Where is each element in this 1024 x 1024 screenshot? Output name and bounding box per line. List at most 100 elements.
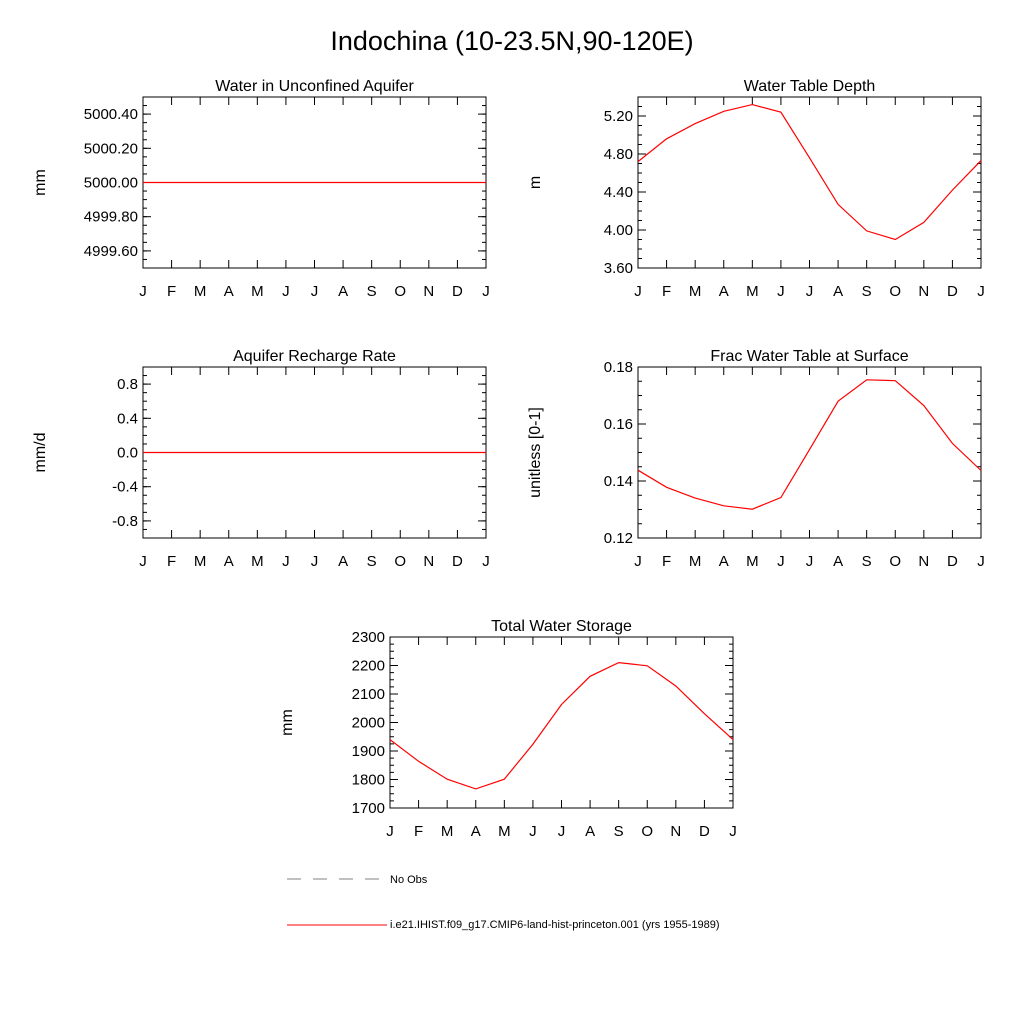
panel-title: Water Table Depth — [744, 78, 876, 95]
x-tick-label: S — [614, 823, 624, 840]
plot-frame — [637, 96, 982, 269]
y-axis-label: unitless [0-1] — [527, 407, 544, 498]
y-tick-label: 4.40 — [604, 184, 633, 201]
x-tick-label: M — [746, 553, 759, 570]
y-tick-label: 0.0 — [117, 445, 138, 462]
y-tick-label: 1700 — [352, 800, 385, 817]
x-tick-label: S — [367, 553, 377, 570]
y-tick-label: 1900 — [352, 743, 385, 760]
x-tick-label: J — [977, 283, 985, 300]
x-tick-label: J — [282, 553, 290, 570]
x-tick-label: F — [662, 283, 671, 300]
panel-aquifer-water: J F M A M J J A S O N D J4999.604999.805000.005000.2… — [32, 78, 490, 300]
y-tick-label: 0.16 — [604, 416, 633, 433]
x-tick-label: A — [585, 823, 595, 840]
x-tick-label: M — [194, 283, 207, 300]
x-tick-label: J — [634, 283, 642, 300]
x-tick-label: D — [699, 823, 710, 840]
y-tick-label: 0.12 — [604, 530, 633, 547]
y-tick-label: 5000.40 — [84, 106, 138, 123]
x-tick-label: F — [414, 823, 423, 840]
x-tick-label: A — [833, 553, 843, 570]
x-tick-label: J — [634, 553, 642, 570]
x-tick-label: J — [139, 553, 147, 570]
x-tick-label: M — [689, 283, 702, 300]
panel-title: Water in Unconfined Aquifer — [215, 78, 414, 95]
x-tick-label: J — [806, 283, 814, 300]
x-tick-label: M — [498, 823, 511, 840]
x-tick-label: O — [889, 553, 901, 570]
y-tick-label: 4.80 — [604, 146, 633, 163]
y-axis-label: m — [527, 176, 544, 189]
y-tick-label: 3.60 — [604, 260, 633, 277]
panel-title: Total Water Storage — [491, 618, 632, 635]
x-tick-label: A — [719, 283, 729, 300]
x-tick-label: A — [338, 283, 348, 300]
x-tick-label: M — [441, 823, 454, 840]
x-tick-label: D — [452, 283, 463, 300]
x-tick-label: O — [394, 283, 406, 300]
y-tick-label: 4.00 — [604, 222, 633, 239]
x-tick-label: A — [719, 553, 729, 570]
series-line — [637, 379, 982, 510]
legend-model-label: i.e21.IHIST.f09_g17.CMIP6-land-hist-prin… — [390, 919, 720, 931]
x-tick-label: O — [641, 823, 653, 840]
y-axis-label: mm — [279, 709, 296, 736]
x-tick-label: J — [977, 553, 985, 570]
y-tick-label: 0.18 — [604, 359, 633, 376]
x-tick-label: N — [423, 553, 434, 570]
y-tick-label: 0.4 — [117, 410, 138, 427]
x-tick-label: A — [338, 553, 348, 570]
x-tick-label: J — [529, 823, 537, 840]
x-tick-label: J — [777, 553, 785, 570]
x-tick-label: J — [311, 553, 319, 570]
x-tick-label: J — [386, 823, 394, 840]
panels-group: J F M A M J J A S O N D J4999.604999.805000.005000.2… — [32, 78, 985, 840]
y-axis-label: mm — [32, 169, 49, 196]
x-tick-label: N — [918, 283, 929, 300]
legend: No Obs i.e21.IHIST.f09_g17.CMIP6-land-hi… — [287, 874, 720, 931]
x-tick-label: N — [423, 283, 434, 300]
series-line — [389, 661, 734, 790]
figure-title: Indochina (10-23.5N,90-120E) — [330, 26, 693, 56]
panel-title: Frac Water Table at Surface — [710, 348, 908, 365]
x-tick-label: A — [224, 283, 234, 300]
x-tick-label: F — [167, 553, 176, 570]
x-tick-label: S — [367, 283, 377, 300]
y-tick-label: 5000.20 — [84, 140, 138, 157]
x-tick-label: M — [746, 283, 759, 300]
x-tick-label: S — [862, 283, 872, 300]
x-tick-label: M — [251, 283, 264, 300]
x-tick-label: A — [471, 823, 481, 840]
y-tick-label: 5.20 — [604, 108, 633, 125]
y-tick-label: 4999.80 — [84, 209, 138, 226]
panel-total-water-storage: J F M A M J J A S O N D J170018001900200021002200230… — [279, 618, 737, 840]
x-tick-label: J — [482, 283, 490, 300]
y-tick-label: 0.14 — [604, 473, 633, 490]
x-tick-label: M — [689, 553, 702, 570]
x-tick-label: O — [889, 283, 901, 300]
panel-title: Aquifer Recharge Rate — [233, 348, 396, 365]
x-tick-label: J — [311, 283, 319, 300]
x-tick-label: M — [251, 553, 264, 570]
y-tick-label: 1800 — [352, 772, 385, 789]
y-tick-label: 2200 — [352, 658, 385, 675]
y-tick-label: 2300 — [352, 629, 385, 646]
series-line — [637, 103, 982, 241]
x-tick-label: F — [662, 553, 671, 570]
x-tick-label: S — [862, 553, 872, 570]
x-tick-label: J — [482, 553, 490, 570]
y-tick-label: -0.4 — [112, 479, 138, 496]
y-tick-label: 4999.60 — [84, 243, 138, 260]
x-tick-label: D — [947, 283, 958, 300]
plot-frame — [637, 366, 982, 539]
x-tick-label: M — [194, 553, 207, 570]
x-tick-label: J — [558, 823, 566, 840]
x-tick-label: A — [833, 283, 843, 300]
x-tick-label: N — [670, 823, 681, 840]
x-tick-label: F — [167, 283, 176, 300]
